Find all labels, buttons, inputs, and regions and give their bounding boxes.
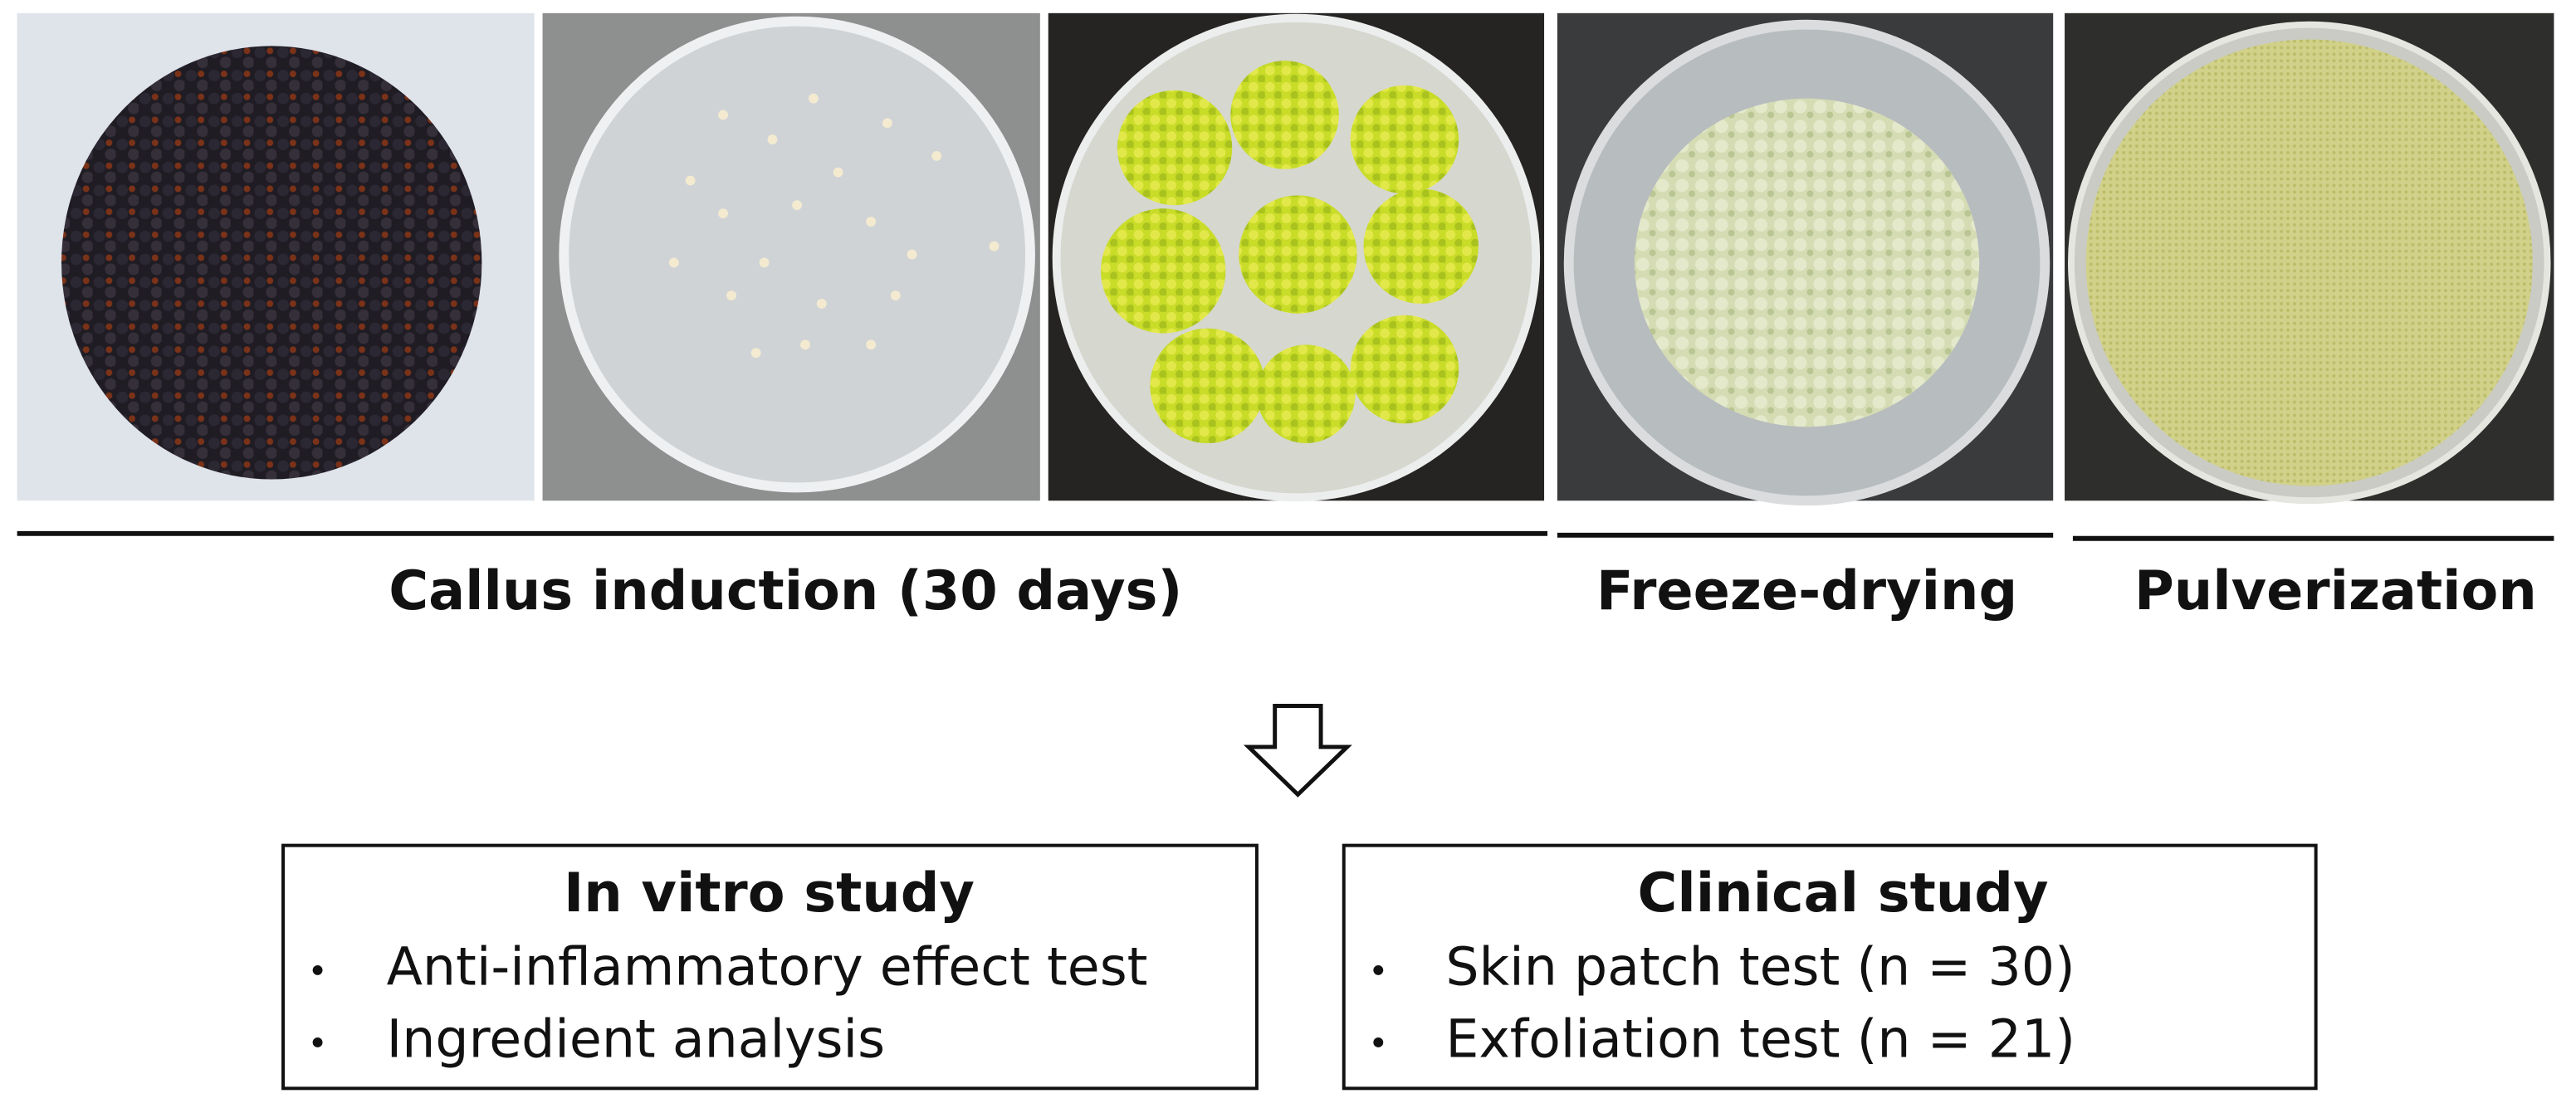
photo-seeds bbox=[17, 12, 535, 501]
photo-freeze-dried bbox=[1557, 12, 2054, 506]
photo-powder bbox=[2065, 12, 2554, 505]
down-arrow bbox=[1243, 704, 1352, 798]
bullet bbox=[312, 964, 323, 975]
bullet bbox=[1373, 1037, 1384, 1047]
photo-callus bbox=[1048, 12, 1545, 502]
study-box bbox=[1342, 843, 2318, 1091]
stage-label: Freeze-drying bbox=[1596, 559, 2017, 622]
box-title: In vitro study bbox=[564, 862, 975, 925]
bullet bbox=[312, 1037, 323, 1047]
box-item: Anti-inflammatory effect test bbox=[387, 936, 1148, 998]
box-item: Ingredient analysis bbox=[387, 1008, 885, 1070]
study-box bbox=[281, 843, 1259, 1091]
stage-label: Pulverization bbox=[2134, 559, 2537, 622]
box-item: Skin patch test (n = 30) bbox=[1445, 936, 2075, 998]
box-item: Exfoliation test (n = 21) bbox=[1445, 1008, 2075, 1070]
box-title: Clinical study bbox=[1638, 862, 2049, 925]
bullet bbox=[1373, 964, 1384, 975]
photo-dish-seeds bbox=[542, 12, 1040, 501]
stage-label: Callus induction (30 days) bbox=[389, 559, 1182, 622]
